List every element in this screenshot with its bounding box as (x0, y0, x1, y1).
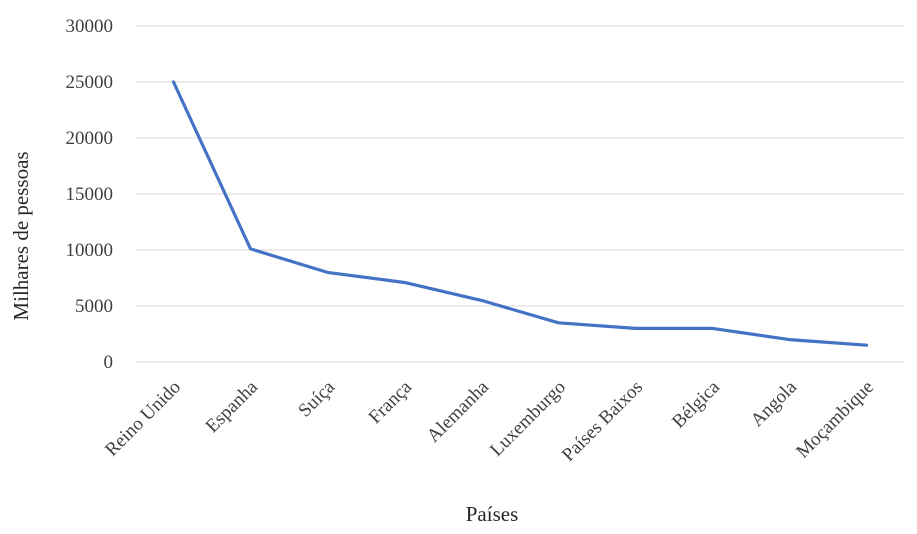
x-tick-label: França (365, 376, 417, 428)
y-tick-label: 10000 (66, 240, 114, 261)
y-tick-label: 25000 (66, 72, 114, 93)
x-tick-label: Luxemburgo (486, 377, 570, 461)
y-tick-label: 30000 (66, 16, 114, 37)
y-tick-label: 5000 (75, 296, 113, 317)
x-tick-label: Bélgica (668, 376, 724, 432)
y-tick-label: 15000 (66, 184, 114, 205)
x-tick-label: Moçambique (792, 377, 878, 463)
x-tick-label: Reino Unido (101, 377, 185, 461)
x-tick-label: Espanha (202, 376, 263, 437)
x-tick-label: Angola (747, 376, 802, 431)
x-tick-label: Alemanha (423, 376, 493, 446)
y-axis-title: Milhares de pessoas (9, 151, 33, 320)
x-axis-title: Países (466, 502, 519, 526)
y-tick-label: 20000 (66, 128, 114, 149)
y-tick-label: 0 (104, 352, 114, 373)
x-tick-label: Países Baixos (558, 377, 647, 466)
y-axis-ticks: 0 5000 10000 15000 20000 25000 30000 (66, 16, 114, 373)
x-tick-label: Suíça (294, 376, 339, 421)
